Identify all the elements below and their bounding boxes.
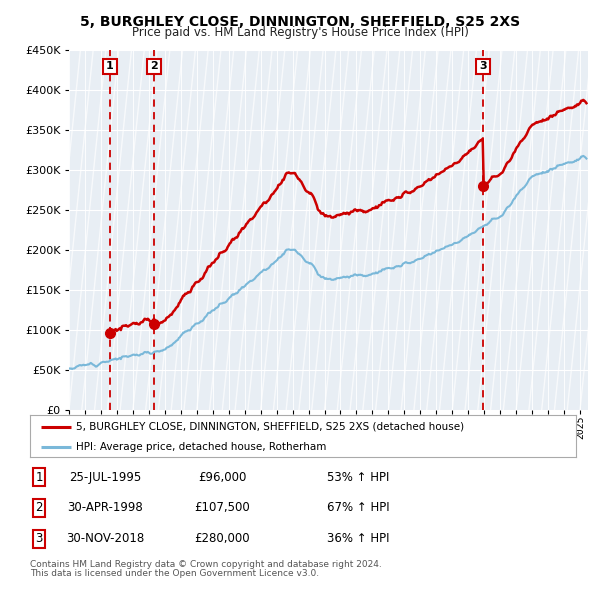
Text: £96,000: £96,000 xyxy=(198,471,246,484)
Text: 30-NOV-2018: 30-NOV-2018 xyxy=(66,532,144,545)
Text: HPI: Average price, detached house, Rotherham: HPI: Average price, detached house, Roth… xyxy=(76,442,327,451)
Text: 2: 2 xyxy=(150,61,158,71)
Text: £280,000: £280,000 xyxy=(194,532,250,545)
Text: 5, BURGHLEY CLOSE, DINNINGTON, SHEFFIELD, S25 2XS (detached house): 5, BURGHLEY CLOSE, DINNINGTON, SHEFFIELD… xyxy=(76,422,464,432)
Text: 1: 1 xyxy=(35,471,43,484)
Text: £107,500: £107,500 xyxy=(194,502,250,514)
Text: 25-JUL-1995: 25-JUL-1995 xyxy=(69,471,141,484)
Text: 30-APR-1998: 30-APR-1998 xyxy=(67,502,143,514)
Text: 67% ↑ HPI: 67% ↑ HPI xyxy=(327,502,389,514)
Text: 2: 2 xyxy=(35,502,43,514)
Text: Contains HM Land Registry data © Crown copyright and database right 2024.: Contains HM Land Registry data © Crown c… xyxy=(30,560,382,569)
Text: This data is licensed under the Open Government Licence v3.0.: This data is licensed under the Open Gov… xyxy=(30,569,319,578)
Text: 3: 3 xyxy=(479,61,487,71)
Text: 53% ↑ HPI: 53% ↑ HPI xyxy=(327,471,389,484)
Text: Price paid vs. HM Land Registry's House Price Index (HPI): Price paid vs. HM Land Registry's House … xyxy=(131,26,469,39)
Text: 1: 1 xyxy=(106,61,114,71)
Text: 3: 3 xyxy=(35,532,43,545)
Text: 36% ↑ HPI: 36% ↑ HPI xyxy=(327,532,389,545)
Text: 5, BURGHLEY CLOSE, DINNINGTON, SHEFFIELD, S25 2XS: 5, BURGHLEY CLOSE, DINNINGTON, SHEFFIELD… xyxy=(80,15,520,30)
